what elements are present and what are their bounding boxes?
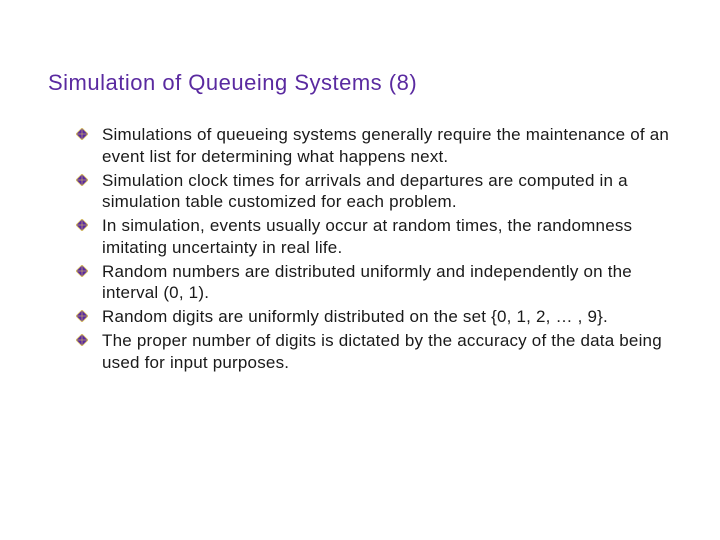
list-item: Random digits are uniformly distributed … [76,306,672,328]
slide-title: Simulation of Queueing Systems (8) [48,70,672,96]
bullet-list: Simulations of queueing systems generall… [76,124,672,373]
diamond-icon [76,174,88,186]
diamond-icon [76,219,88,231]
list-item: Simulations of queueing systems generall… [76,124,672,168]
list-item: In simulation, events usually occur at r… [76,215,672,259]
diamond-icon [76,334,88,346]
list-item-text: In simulation, events usually occur at r… [102,216,632,257]
list-item-text: The proper number of digits is dictated … [102,331,662,372]
list-item-text: Simulations of queueing systems generall… [102,125,669,166]
list-item-text: Random numbers are distributed uniformly… [102,262,632,303]
list-item: Simulation clock times for arrivals and … [76,170,672,214]
list-item: Random numbers are distributed uniformly… [76,261,672,305]
slide: Simulation of Queueing Systems (8) Simul… [0,0,720,540]
list-item: The proper number of digits is dictated … [76,330,672,374]
list-item-text: Random digits are uniformly distributed … [102,307,608,326]
diamond-icon [76,128,88,140]
diamond-icon [76,265,88,277]
list-item-text: Simulation clock times for arrivals and … [102,171,628,212]
diamond-icon [76,310,88,322]
